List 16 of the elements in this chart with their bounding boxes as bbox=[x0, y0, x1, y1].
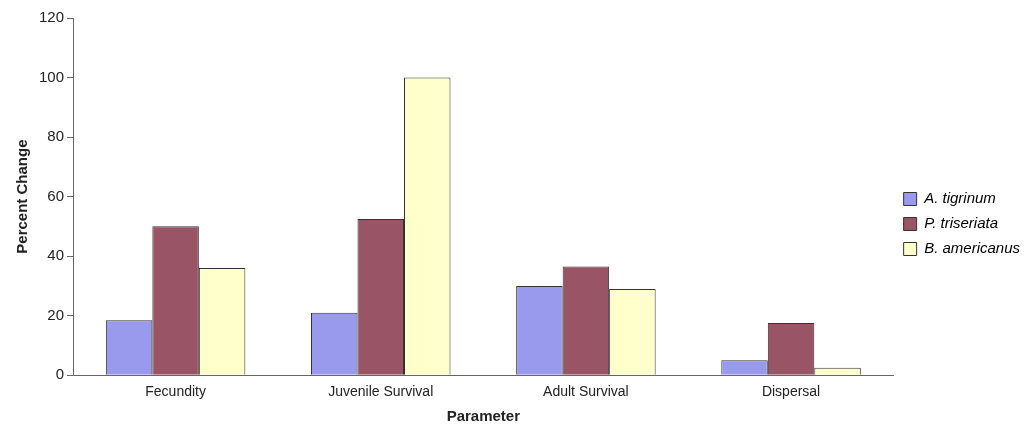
y-tick-label: 20 bbox=[47, 305, 65, 323]
y-tick-label: 120 bbox=[39, 8, 65, 26]
y-axis-title: Percent Change bbox=[13, 139, 31, 254]
y-tick-label: 40 bbox=[47, 246, 65, 264]
x-tick-label: Fecundity bbox=[145, 383, 206, 400]
x-tick-label: Juvenile Survival bbox=[328, 383, 434, 400]
legend-label: A. tigrinum bbox=[923, 189, 996, 207]
y-tick-label: 0 bbox=[55, 365, 65, 383]
y-tick-label: 100 bbox=[39, 67, 65, 85]
legend-label: P. triseriata bbox=[924, 214, 999, 232]
legend-label: B. americanus bbox=[924, 239, 1021, 257]
x-axis-title: Parameter bbox=[446, 407, 521, 425]
y-tick-label: 60 bbox=[47, 186, 65, 204]
x-tick-label: Adult Survival bbox=[543, 383, 629, 400]
x-tick-label: Dispersal bbox=[761, 383, 821, 400]
y-tick-label: 80 bbox=[47, 127, 65, 145]
